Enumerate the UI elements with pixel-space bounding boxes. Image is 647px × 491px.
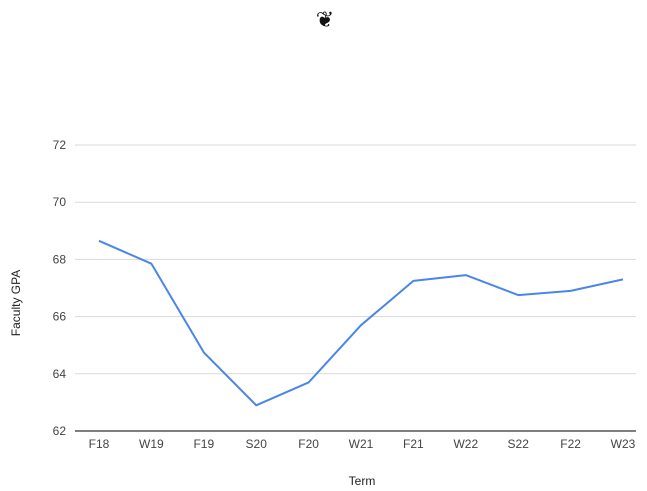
x-tick-label: F18: [89, 437, 110, 451]
y-tick-label: 70: [53, 195, 67, 209]
y-axis-ticks: 62 64 66 68 70 72: [53, 138, 67, 438]
x-tick-label: F21: [403, 437, 424, 451]
x-tick-label: S20: [246, 437, 268, 451]
x-tick-label: S22: [508, 437, 530, 451]
y-tick-label: 72: [53, 138, 67, 152]
x-tick-label: F19: [193, 437, 214, 451]
y-axis-title: Faculty GPA: [9, 270, 23, 336]
series-line: [98, 239, 624, 407]
y-tick-label: 68: [53, 252, 67, 266]
x-tick-label: W21: [349, 437, 374, 451]
y-tick-label: 66: [53, 310, 67, 324]
x-axis-title: Term: [349, 474, 376, 488]
x-tick-label: W19: [139, 437, 164, 451]
x-tick-label: F20: [298, 437, 319, 451]
apple-icon: ❦: [316, 8, 334, 33]
gridlines: [75, 144, 636, 432]
x-axis-ticks: F18 W19 F19 S20 F20 W21 F21 W22 S22 F22 W23: [89, 437, 636, 451]
x-tick-label: F22: [560, 437, 581, 451]
y-tick-label: 62: [53, 424, 67, 438]
y-tick-label: 64: [53, 367, 67, 381]
x-tick-label: W22: [453, 437, 478, 451]
series-layer: [98, 239, 624, 407]
x-tick-label: W23: [611, 437, 636, 451]
